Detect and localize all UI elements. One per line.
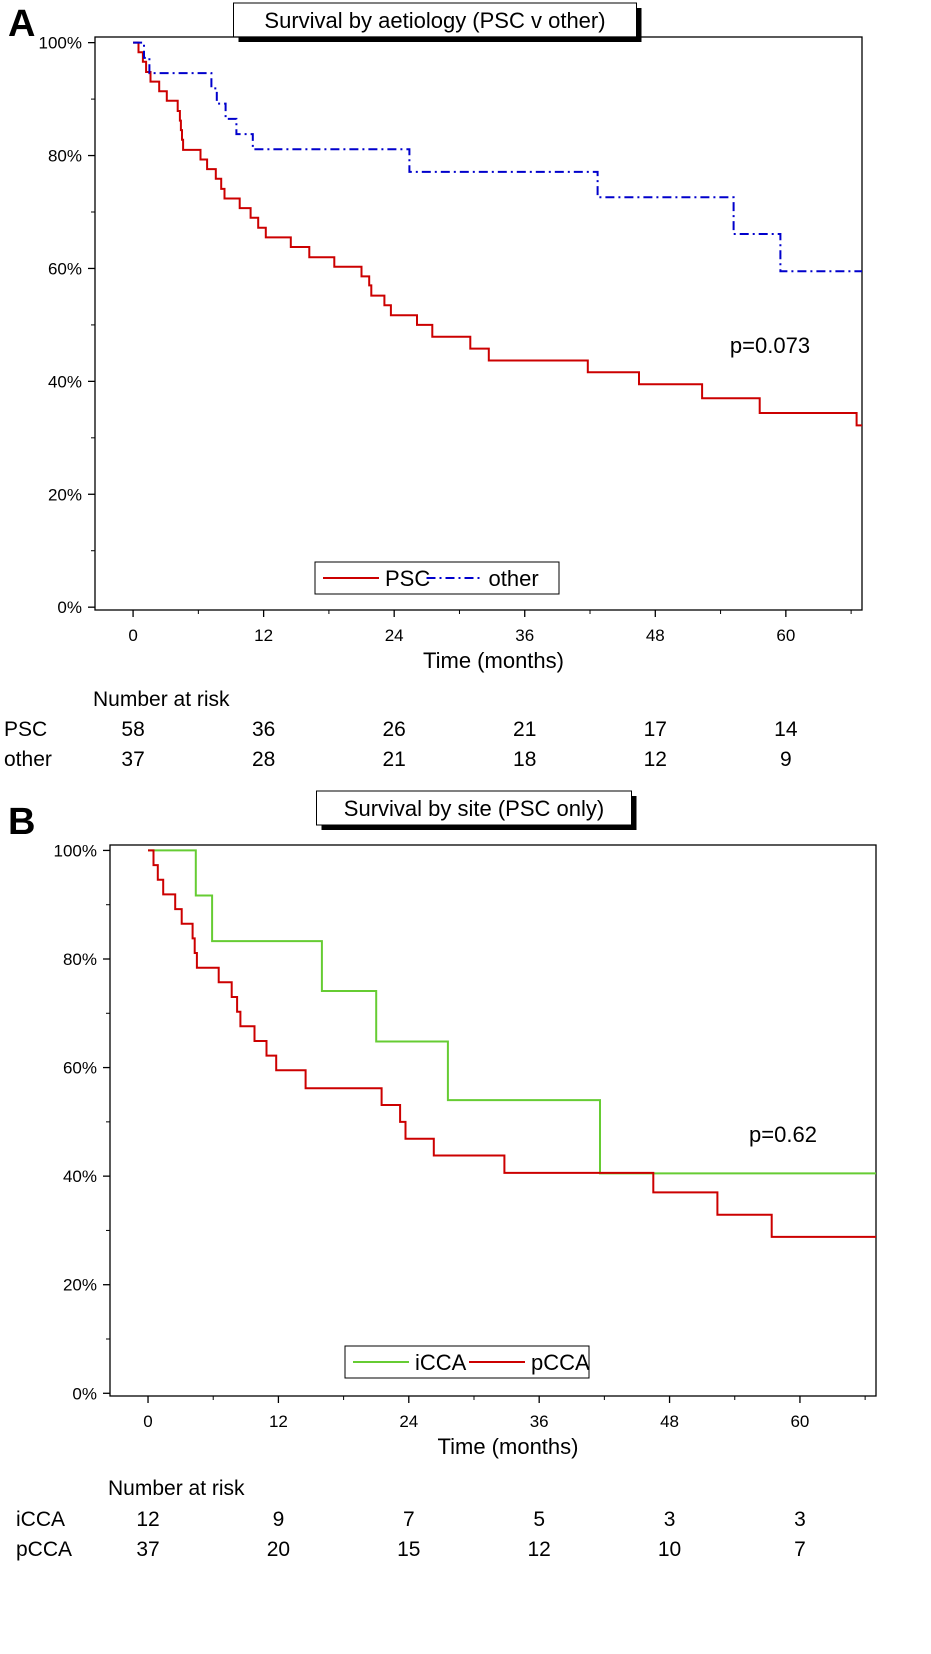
risk-value: 36 [252, 718, 275, 741]
y-tick-label: 20% [48, 485, 82, 504]
risk-value: 3 [794, 1508, 806, 1531]
p-value: p=0.073 [730, 333, 810, 358]
x-axis-label: Time (months) [438, 1434, 579, 1459]
y-tick-label: 80% [63, 950, 97, 969]
risk-value: 7 [403, 1508, 415, 1531]
risk-value: 12 [527, 1538, 550, 1561]
series-line-psc [133, 41, 862, 427]
legend-label-other: other [489, 566, 539, 591]
risk-value: 12 [136, 1508, 159, 1531]
risk-value: 15 [397, 1538, 420, 1561]
risk-row-label-other: other [4, 748, 52, 771]
risk-value: 58 [121, 718, 144, 741]
x-tick-label: 48 [646, 626, 665, 645]
x-tick-label: 48 [660, 1412, 679, 1431]
x-tick-label: 24 [385, 626, 404, 645]
y-tick-label: 40% [48, 372, 82, 391]
legend-label-psc: PSC [385, 566, 430, 591]
y-tick-label: 80% [48, 147, 82, 166]
risk-value: 37 [136, 1538, 159, 1561]
risk-value: 10 [658, 1538, 681, 1561]
chart-title: Survival by site (PSC only) [344, 796, 604, 821]
x-tick-label: 12 [269, 1412, 288, 1431]
risk-value: 26 [383, 718, 406, 741]
risk-row-label-icca: iCCA [16, 1508, 65, 1531]
risk-value: 9 [780, 748, 792, 771]
risk-value: 17 [644, 718, 667, 741]
risk-value: 7 [794, 1538, 806, 1561]
x-tick-label: 24 [399, 1412, 418, 1431]
y-tick-label: 100% [39, 34, 82, 53]
legend: iCCA pCCA [344, 1345, 590, 1379]
series-line-other [133, 41, 862, 273]
plot-frame [94, 36, 863, 611]
risk-value: 3 [664, 1508, 676, 1531]
x-tick-label: 36 [530, 1412, 549, 1431]
risk-row-label-psc: PSC [4, 718, 47, 741]
y-tick-label: 60% [48, 259, 82, 278]
panel-a: A Survival by aetiology (PSC v other) 0% 20… [4, 2, 863, 771]
x-tick-label: 0 [143, 1412, 152, 1431]
panel-b: B Survival by site (PSC only) 0% 20% 40% 60% 8… [8, 790, 877, 1561]
y-tick-label: 0% [57, 598, 82, 617]
panel-label: B [8, 801, 35, 843]
x-tick-label: 60 [776, 626, 795, 645]
risk-value: 20 [267, 1538, 290, 1561]
legend-label-icca: iCCA [415, 1350, 467, 1375]
risk-row-label-pcca: pCCA [16, 1538, 72, 1561]
title-box [233, 2, 637, 38]
risk-value: 21 [513, 718, 536, 741]
y-tick-label: 60% [63, 1059, 97, 1078]
chart-title: Survival by aetiology (PSC v other) [264, 8, 605, 33]
risk-table-header: Number at risk [108, 1477, 245, 1500]
x-tick-label: 36 [515, 626, 534, 645]
title-box [316, 790, 632, 826]
x-tick-label: 12 [254, 626, 273, 645]
plot-frame [109, 844, 877, 1397]
risk-value: 5 [533, 1508, 545, 1531]
risk-value: 37 [121, 748, 144, 771]
risk-value: 9 [273, 1508, 285, 1531]
y-tick-label: 0% [72, 1384, 97, 1403]
x-axis-label: Time (months) [423, 648, 564, 673]
legend-label-pcca: pCCA [531, 1350, 590, 1375]
series-line-pcca [148, 849, 876, 1238]
risk-table-header: Number at risk [93, 688, 230, 711]
x-tick-label: 60 [790, 1412, 809, 1431]
risk-value: 28 [252, 748, 275, 771]
risk-value: 14 [774, 718, 798, 741]
y-tick-label: 20% [63, 1276, 97, 1295]
risk-value: 21 [383, 748, 406, 771]
legend: PSC other [314, 561, 560, 595]
series-line-icca [148, 849, 876, 1175]
p-value: p=0.62 [749, 1122, 817, 1147]
risk-value: 12 [644, 748, 667, 771]
risk-value: 18 [513, 748, 536, 771]
panel-label: A [8, 3, 35, 45]
y-tick-label: 100% [54, 841, 97, 860]
y-tick-label: 40% [63, 1167, 97, 1186]
x-tick-label: 0 [128, 626, 137, 645]
